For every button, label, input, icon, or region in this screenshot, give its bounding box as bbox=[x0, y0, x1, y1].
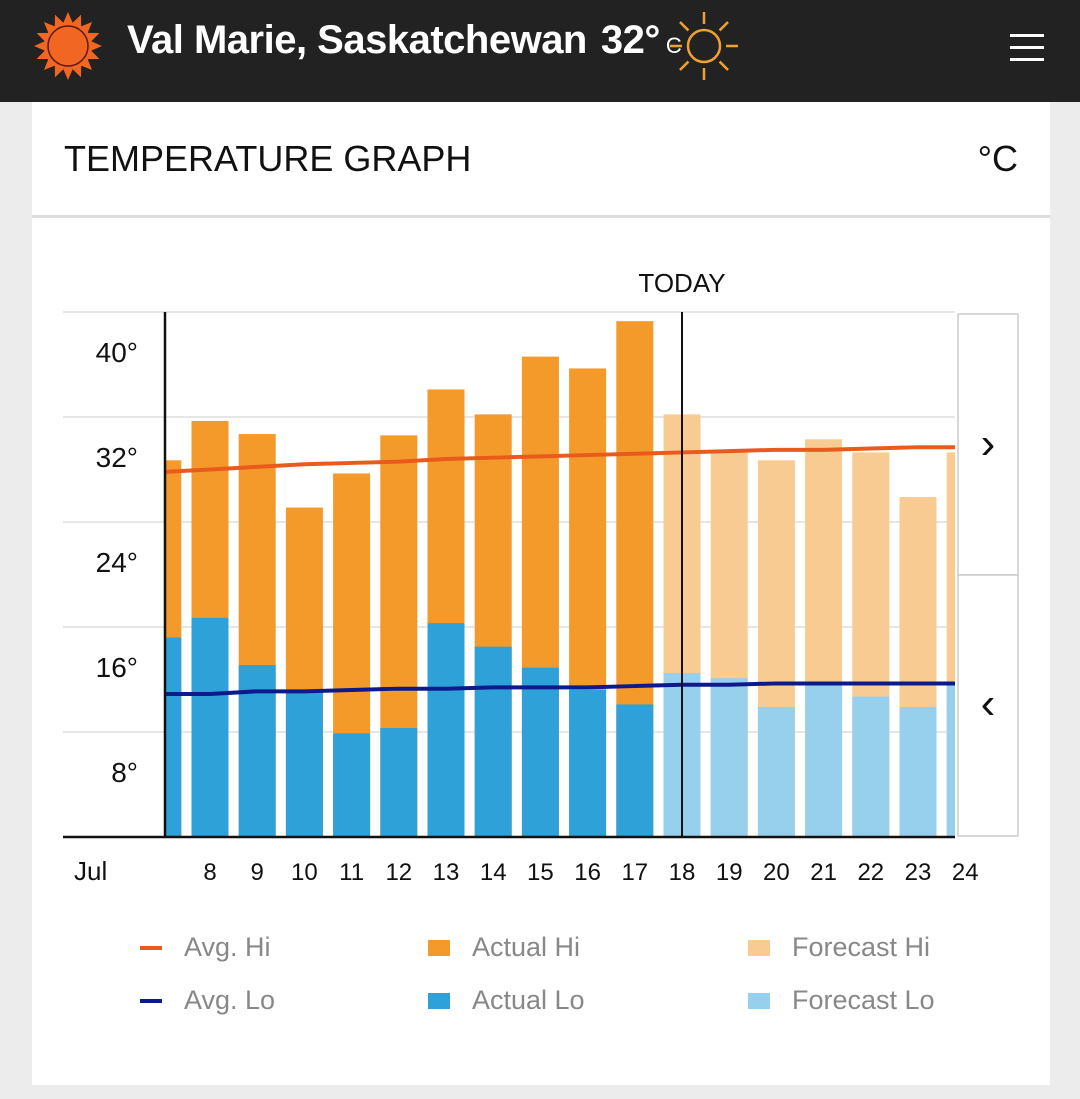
card-title: TEMPERATURE GRAPH bbox=[64, 138, 472, 179]
location-title: Val Marie, Saskatchewan 32° C bbox=[127, 18, 682, 63]
legend-actual-lo: Actual Lo bbox=[428, 985, 585, 1016]
legend-label: Avg. Lo bbox=[184, 985, 276, 1015]
actual-lo-bar bbox=[333, 733, 371, 837]
x-tick-label: 14 bbox=[480, 859, 507, 886]
x-tick-label: 21 bbox=[810, 859, 837, 886]
x-tick-label: 24 bbox=[952, 859, 979, 886]
sun-logo-icon bbox=[34, 12, 102, 80]
actual-lo-bar bbox=[285, 690, 323, 837]
actual-lo-bar bbox=[521, 667, 559, 837]
app-header: Val Marie, Saskatchewan 32° C bbox=[0, 0, 1080, 102]
actual-lo-bar bbox=[380, 728, 418, 837]
current-temp: 32° bbox=[600, 18, 661, 62]
forecast-lo-bar bbox=[757, 707, 795, 837]
x-tick-label: 9 bbox=[251, 859, 264, 886]
y-tick-label: 24° bbox=[96, 547, 138, 578]
x-tick-label: 8 bbox=[203, 859, 216, 886]
legend-label: Actual Hi bbox=[472, 932, 581, 962]
actual-lo-bar bbox=[191, 617, 229, 837]
actual-lo-bar bbox=[616, 704, 654, 837]
x-tick-label: 12 bbox=[385, 859, 412, 886]
x-tick-label: 11 bbox=[339, 859, 364, 886]
y-tick-label: 40° bbox=[96, 337, 138, 368]
avg-lo-line bbox=[165, 681, 955, 696]
forecast-hi-bar bbox=[946, 452, 955, 837]
legend-label: Forecast Hi bbox=[792, 932, 931, 962]
legend-avg-hi: Avg. Hi bbox=[140, 932, 271, 963]
legend-forecast-lo: Forecast Lo bbox=[748, 985, 935, 1016]
month-label: Jul bbox=[74, 856, 107, 886]
forecast-lo-bar bbox=[805, 684, 843, 837]
x-tick-label: 20 bbox=[763, 859, 790, 886]
x-tick-label: 17 bbox=[621, 859, 648, 886]
forecast-lo-bar bbox=[899, 707, 937, 837]
forecast-lo-bar bbox=[852, 696, 890, 837]
x-tick-label: 13 bbox=[433, 859, 460, 886]
x-tick-label: 18 bbox=[669, 859, 696, 886]
chevron-right-icon: › bbox=[981, 419, 996, 468]
location-name: Val Marie, Saskatchewan bbox=[127, 18, 587, 62]
x-tick-label: 16 bbox=[574, 859, 601, 886]
sun-icon bbox=[670, 12, 738, 80]
avg-hi-line bbox=[165, 445, 955, 474]
actual-lo-bar bbox=[474, 646, 512, 837]
forecast-lo-bar bbox=[946, 684, 955, 837]
x-tick-label: 15 bbox=[527, 859, 554, 886]
x-tick-label: 10 bbox=[291, 859, 318, 886]
legend-label: Avg. Hi bbox=[184, 932, 271, 962]
actual-lo-bar bbox=[569, 690, 607, 837]
chevron-left-icon: ‹ bbox=[981, 679, 996, 728]
forecast-lo-bar bbox=[710, 678, 748, 837]
unit-toggle[interactable]: °C bbox=[977, 138, 1018, 179]
divider bbox=[32, 215, 1050, 218]
y-tick-label: 32° bbox=[96, 442, 138, 473]
actual-lo-bar bbox=[427, 623, 465, 837]
scroll-prev-button[interactable]: ‹ bbox=[957, 574, 1019, 837]
x-tick-label: 22 bbox=[857, 859, 884, 886]
scroll-next-button[interactable]: › bbox=[957, 313, 1019, 576]
actual-lo-bar bbox=[165, 637, 182, 837]
legend-actual-hi: Actual Hi bbox=[428, 932, 580, 963]
x-tick-label: 23 bbox=[905, 859, 932, 886]
legend-avg-lo: Avg. Lo bbox=[140, 985, 275, 1016]
y-tick-label: 8° bbox=[111, 757, 138, 788]
legend-label: Actual Lo bbox=[472, 985, 585, 1015]
x-tick-label: 19 bbox=[716, 859, 743, 886]
legend-forecast-hi: Forecast Hi bbox=[748, 932, 930, 963]
today-label: TODAY bbox=[638, 268, 725, 298]
y-tick-label: 16° bbox=[96, 652, 138, 683]
hamburger-menu-button[interactable] bbox=[1010, 34, 1044, 70]
legend-label: Forecast Lo bbox=[792, 985, 935, 1015]
